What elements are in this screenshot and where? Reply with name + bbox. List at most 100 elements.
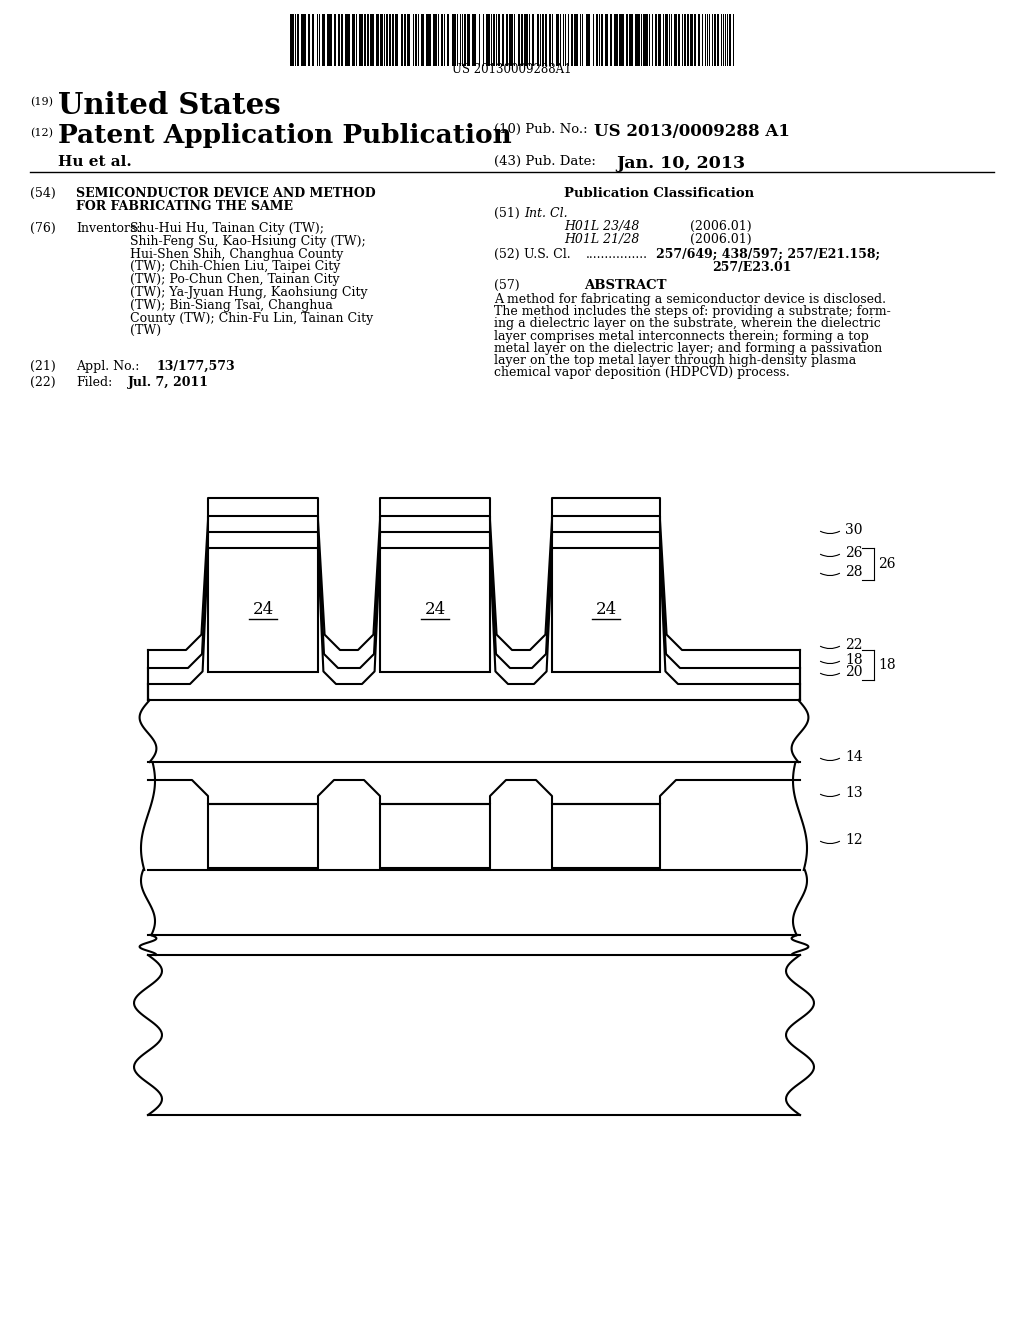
Text: metal layer on the dielectric layer; and forming a passivation: metal layer on the dielectric layer; and… <box>494 342 883 355</box>
Text: (TW); Chih-Chien Liu, Taipei City: (TW); Chih-Chien Liu, Taipei City <box>130 260 340 273</box>
Bar <box>717 15 719 66</box>
Bar <box>392 15 394 66</box>
Text: 257/649; 438/597; 257/E21.158;: 257/649; 438/597; 257/E21.158; <box>656 248 880 261</box>
Bar <box>401 15 403 66</box>
Text: Jul. 7, 2011: Jul. 7, 2011 <box>128 376 209 389</box>
Bar <box>549 15 551 66</box>
Bar <box>472 15 476 66</box>
Text: ABSTRACT: ABSTRACT <box>584 279 667 292</box>
Bar <box>312 15 314 66</box>
Bar <box>327 15 332 66</box>
Text: (51): (51) <box>494 207 520 220</box>
Bar <box>674 15 677 66</box>
Bar <box>665 15 668 66</box>
Text: ing a dielectric layer on the substrate, wherein the dielectric: ing a dielectric layer on the substrate,… <box>494 317 881 330</box>
Bar <box>208 548 318 672</box>
Text: Shu-Hui Hu, Tainan City (TW);: Shu-Hui Hu, Tainan City (TW); <box>130 222 324 235</box>
Bar <box>433 15 437 66</box>
Bar <box>447 15 449 66</box>
Text: Hui-Shen Shih, Changhua County: Hui-Shen Shih, Changhua County <box>130 248 343 260</box>
Text: SEMICONDUCTOR DEVICE AND METHOD: SEMICONDUCTOR DEVICE AND METHOD <box>76 187 376 201</box>
Text: (22): (22) <box>30 376 55 389</box>
Bar <box>395 15 398 66</box>
Bar <box>605 15 608 66</box>
Bar <box>464 15 466 66</box>
Bar <box>552 804 660 869</box>
Text: layer on the top metal layer through high-density plasma: layer on the top metal layer through hig… <box>494 354 856 367</box>
Text: Jan. 10, 2013: Jan. 10, 2013 <box>616 154 745 172</box>
Text: Publication Classification: Publication Classification <box>564 187 754 201</box>
Text: (12): (12) <box>30 128 53 139</box>
Text: (TW); Bin-Siang Tsai, Changhua: (TW); Bin-Siang Tsai, Changhua <box>130 298 333 312</box>
Text: 30: 30 <box>845 523 862 537</box>
Bar <box>359 15 362 66</box>
Text: 18: 18 <box>845 653 862 667</box>
Text: A method for fabricating a semiconductor device is disclosed.: A method for fabricating a semiconductor… <box>494 293 886 306</box>
Text: Appl. No.:: Appl. No.: <box>76 360 139 374</box>
Bar <box>322 15 325 66</box>
Bar <box>655 15 657 66</box>
Bar <box>556 15 559 66</box>
Text: Int. Cl.: Int. Cl. <box>524 207 567 220</box>
Text: Patent Application Publication: Patent Application Publication <box>58 123 512 148</box>
Bar <box>586 15 590 66</box>
Bar <box>506 15 508 66</box>
Bar <box>610 15 612 66</box>
Text: 24: 24 <box>252 602 273 619</box>
Text: (52): (52) <box>494 248 519 261</box>
Bar <box>532 15 534 66</box>
Text: United States: United States <box>58 91 281 120</box>
Text: (43) Pub. Date:: (43) Pub. Date: <box>494 154 596 168</box>
Text: The method includes the steps of: providing a substrate; form-: The method includes the steps of: provid… <box>494 305 891 318</box>
Text: 257/E23.01: 257/E23.01 <box>712 261 792 275</box>
Bar <box>426 15 431 66</box>
Text: (54): (54) <box>30 187 55 201</box>
Bar <box>629 15 633 66</box>
Bar <box>441 15 443 66</box>
Bar <box>467 15 470 66</box>
Text: 13: 13 <box>845 785 862 800</box>
Bar <box>571 15 573 66</box>
Bar <box>574 15 578 66</box>
Bar <box>537 15 539 66</box>
Text: (TW); Ya-Jyuan Hung, Kaohsiung City: (TW); Ya-Jyuan Hung, Kaohsiung City <box>130 286 368 300</box>
Text: (57): (57) <box>494 279 519 292</box>
Bar <box>380 548 490 672</box>
Text: H01L 21/28: H01L 21/28 <box>564 234 639 246</box>
Text: layer comprises metal interconnects therein; forming a top: layer comprises metal interconnects ther… <box>494 330 869 343</box>
Bar <box>545 15 547 66</box>
Bar <box>486 15 490 66</box>
Bar <box>364 15 366 66</box>
Text: Hu et al.: Hu et al. <box>58 154 132 169</box>
Text: 24: 24 <box>595 602 616 619</box>
Bar <box>389 15 391 66</box>
Bar <box>698 15 700 66</box>
Bar <box>404 15 406 66</box>
Bar <box>341 15 343 66</box>
Bar <box>498 15 500 66</box>
Bar <box>694 15 696 66</box>
Bar <box>407 15 410 66</box>
Text: (2006.01): (2006.01) <box>690 220 752 234</box>
Bar <box>618 15 624 66</box>
Bar <box>601 15 603 66</box>
Text: (19): (19) <box>30 96 53 107</box>
Text: 13/177,573: 13/177,573 <box>156 360 234 374</box>
Bar <box>542 15 544 66</box>
Bar <box>301 15 306 66</box>
Bar <box>297 15 299 66</box>
Bar <box>452 15 456 66</box>
Text: (TW); Po-Chun Chen, Tainan City: (TW); Po-Chun Chen, Tainan City <box>130 273 340 286</box>
Bar <box>658 15 662 66</box>
Bar <box>502 15 504 66</box>
Text: Filed:: Filed: <box>76 376 113 389</box>
Text: FOR FABRICATING THE SAME: FOR FABRICATING THE SAME <box>76 201 293 213</box>
Text: Inventors:: Inventors: <box>76 222 140 235</box>
Text: (21): (21) <box>30 360 55 374</box>
Text: ................: ................ <box>586 248 648 261</box>
Bar <box>334 15 336 66</box>
Text: 28: 28 <box>845 565 862 579</box>
Text: 26: 26 <box>845 546 862 560</box>
Text: County (TW); Chin-Fu Lin, Tainan City: County (TW); Chin-Fu Lin, Tainan City <box>130 312 374 325</box>
Bar <box>380 15 383 66</box>
